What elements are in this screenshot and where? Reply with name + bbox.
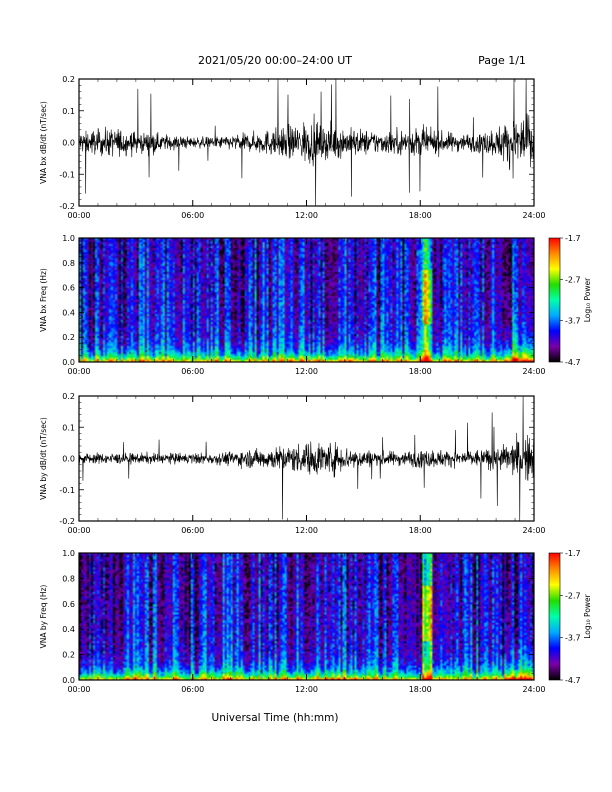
y-tick-label: 0.4 [62, 625, 75, 634]
spectrogram-by-panel: -1.7 -2.7 -3.7 -4.7 Log₁₀ Power 1.0 0.8 0.6 0.4 0… [39, 549, 592, 694]
y-tick-label: 0.8 [62, 574, 75, 583]
spectrogram-image [79, 238, 534, 362]
y-tick-label: -0.1 [59, 486, 75, 495]
panels: 0.20.10.0-0.1-0.200:00 06:00 12:00 18:00 24:… [39, 75, 592, 694]
x-tick-label: 06:00 [181, 367, 204, 376]
x-tick-label: 00:00 [67, 211, 90, 220]
colorbar-label: Log₁₀ Power [583, 277, 592, 322]
y-tick-label: 1.0 [62, 234, 75, 243]
x-tick-label: 06:00 [181, 526, 204, 535]
colorbar-tick-label: -3.7 [565, 317, 581, 326]
x-axis-label: Universal Time (hh:mm) [212, 712, 339, 724]
waveform-trace [79, 79, 534, 206]
y-tick-label: 0.0 [62, 358, 75, 367]
colorbar [548, 237, 561, 363]
waveform-by-panel: 0.2 0.1 0.0 -0.1 -0.200:00 06:00 12:00 18:00 24:… [39, 392, 546, 535]
page-number: Page 1/1 [478, 54, 526, 67]
colorbar-tick-label: -1.7 [565, 549, 581, 558]
spectrogram-image [79, 553, 534, 680]
x-tick-label: 00:00 [67, 367, 90, 376]
colorbar-label: Log₁₀ Power [583, 593, 592, 638]
y-axis-label: VNA bx dB/dt (nT/sec) [39, 101, 48, 184]
x-tick-label: 06:00 [181, 211, 204, 220]
y-axis-label: VNA bx Freq (Hz) [39, 268, 48, 332]
y-tick-label: 0.2 [62, 75, 75, 84]
colorbar-tick-label: -2.7 [565, 591, 581, 600]
colorbar-tick-label: -2.7 [565, 275, 581, 284]
colorbar-tick-label: -3.7 [565, 634, 581, 643]
waveform-bx-panel: 0.2 0.1 0.0 -0.1 -0.200:00 06:00 12:00 18:00 24:… [39, 75, 546, 220]
x-tick-label: 00:00 [67, 685, 90, 694]
y-tick-label: -0.1 [59, 170, 75, 179]
x-tick-label: 24:00 [522, 367, 545, 376]
y-tick-label: 1.0 [62, 549, 75, 558]
x-tick-label: 24:00 [522, 685, 545, 694]
y-tick-label: 0.6 [62, 600, 75, 609]
y-tick-label: 0.1 [62, 107, 75, 116]
y-tick-label: 0.0 [62, 676, 75, 685]
page-title: 2021/05/20 00:00–24:00 UT [198, 54, 352, 67]
y-tick-label: 0.6 [62, 284, 75, 293]
colorbar-tick-label: -1.7 [565, 234, 581, 243]
x-tick-label: 18:00 [409, 367, 432, 376]
x-tick-label: 18:00 [409, 526, 432, 535]
x-tick-label: 12:00 [295, 367, 318, 376]
y-tick-label: -0.2 [59, 202, 75, 211]
x-tick-label: 24:00 [522, 526, 545, 535]
x-tick-label: 18:00 [409, 211, 432, 220]
x-tick-label: 00:00 [67, 526, 90, 535]
y-tick-label: 0.1 [62, 423, 75, 432]
x-tick-label: 24:00 [522, 211, 545, 220]
waveform-trace [79, 396, 534, 521]
x-tick-label: 18:00 [409, 685, 432, 694]
y-tick-label: -0.2 [59, 517, 75, 526]
colorbar-tick-label: -4.7 [565, 676, 581, 685]
spectrogram-bx-panel: -1.7 -2.7 -3.7 -4.7 Log₁₀ Power 1.0 0.8 0.6 0.4 0… [39, 234, 592, 376]
y-tick-label: 0.8 [62, 259, 75, 268]
y-axis-label: VNA by Freq (Hz) [39, 585, 48, 649]
colorbar [548, 552, 561, 681]
y-tick-label: 0.0 [62, 139, 75, 148]
x-tick-label: 06:00 [181, 685, 204, 694]
y-tick-label: 0.2 [62, 333, 75, 342]
x-tick-label: 12:00 [295, 526, 318, 535]
x-tick-label: 12:00 [295, 685, 318, 694]
y-tick-label: 0.2 [62, 651, 75, 660]
x-tick-label: 12:00 [295, 211, 318, 220]
y-axis-label: VNA by dB/dt (nT/sec) [39, 417, 48, 500]
y-tick-label: 0.0 [62, 455, 75, 464]
y-tick-label: 0.2 [62, 392, 75, 401]
y-tick-label: 0.4 [62, 308, 75, 317]
colorbar-tick-label: -4.7 [565, 358, 581, 367]
